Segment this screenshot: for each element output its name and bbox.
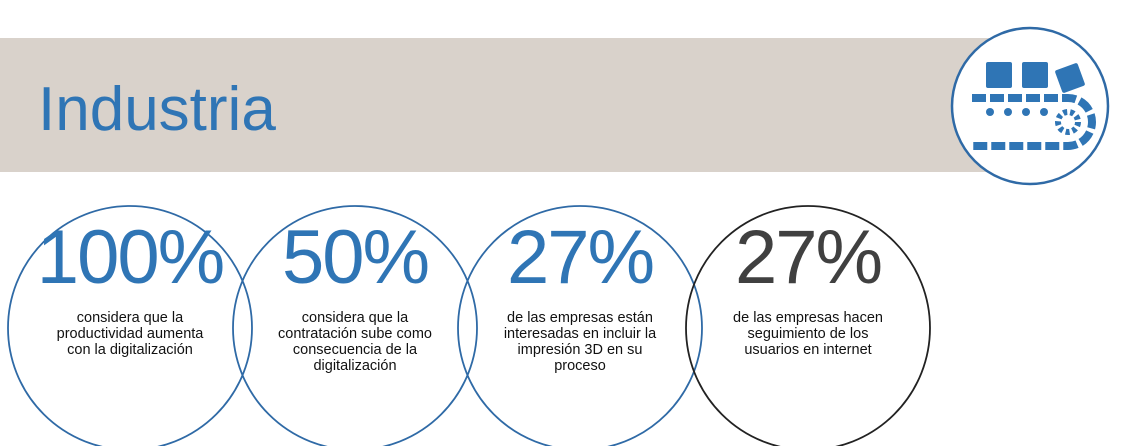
stat-description: contratación sube como	[278, 326, 432, 342]
stat-description: de las empresas están	[507, 310, 653, 326]
stat-description: considera que la	[77, 310, 184, 326]
stat-figure: 27%	[507, 215, 653, 300]
stat-circle	[685, 205, 931, 446]
stat-description: digitalización	[313, 358, 396, 374]
stat-description: interesadas en incluir la	[504, 326, 657, 342]
stat-circle	[7, 205, 253, 446]
stat-description: impresión 3D en su	[518, 342, 643, 358]
stat-description: proceso	[554, 358, 606, 374]
stat-figure: 27%	[735, 215, 881, 300]
stat-description: consecuencia de la	[293, 342, 418, 358]
stat-description: usuarios en internet	[744, 342, 871, 358]
stat-description: seguimiento de los	[748, 326, 869, 342]
stat-circle	[457, 205, 703, 446]
stat-figure: 50%	[282, 215, 428, 300]
stat-circle	[232, 205, 478, 446]
industry-icon	[950, 26, 1110, 186]
stat-description: considera que la	[302, 310, 409, 326]
stat-figure: 100%	[37, 215, 223, 300]
stat-description: productividad aumenta	[57, 326, 205, 342]
stat-description: de las empresas hacen	[733, 310, 883, 326]
title-band	[0, 38, 990, 172]
title: Industria	[38, 75, 276, 144]
stat-description: con la digitalización	[67, 342, 193, 358]
